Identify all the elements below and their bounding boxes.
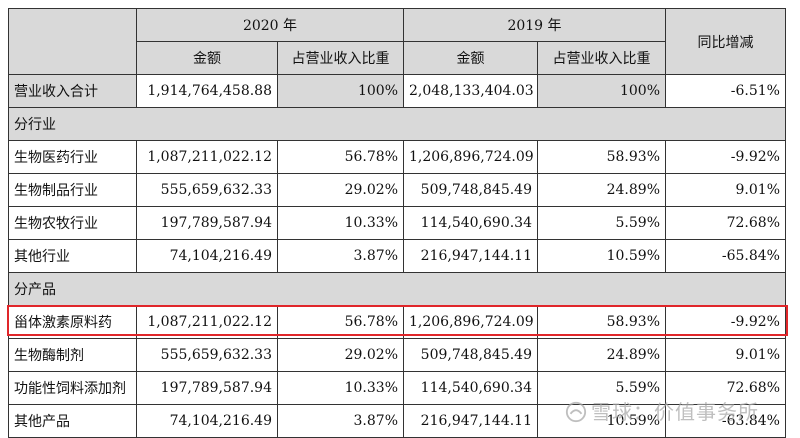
amount-2019-cell: 114,540,690.34: [403, 206, 538, 240]
ratio-2019-cell: 58.93%: [537, 305, 666, 339]
yoy-cell: 9.01%: [665, 338, 786, 372]
yoy-cell: -65.84%: [665, 239, 786, 273]
product-row: 功能性饲料添加剂 197,789,587.94 10.33% 114,540,690.…: [8, 371, 786, 405]
revenue-table: 2020 年 2019 年 同比增减 金额 占营业收入比重 金额 占营业收入比重…: [8, 8, 786, 438]
header-yoy: 同比增减: [665, 8, 786, 75]
header-ratio-2020: 占营业收入比重: [277, 41, 404, 75]
product-rows: 甾体激素原料药 1,087,211,022.12 56.78% 1,206,896,7…: [8, 305, 786, 438]
row-label: 生物制品行业: [8, 173, 137, 207]
amount-2020-cell: 1,087,211,022.12: [136, 140, 278, 174]
row-label: 其他行业: [8, 239, 137, 273]
industry-rows: 生物医药行业 1,087,211,022.12 56.78% 1,206,896,72…: [8, 140, 786, 273]
amount-2019-cell: 216,947,144.11: [403, 404, 538, 438]
header-year-2020: 2020 年: [136, 8, 404, 42]
amount-2019-cell: 1,206,896,724.09: [403, 305, 538, 339]
header-amount-2019: 金额: [403, 41, 538, 75]
section-row-product: 分产品: [8, 272, 786, 306]
row-label: 功能性饲料添加剂: [8, 371, 137, 405]
amount-2019-cell: 114,540,690.34: [403, 371, 538, 405]
total-amount-2020: 1,914,764,458.88: [136, 74, 278, 108]
ratio-2019-cell: 24.89%: [537, 338, 666, 372]
amount-2020-cell: 197,789,587.94: [136, 371, 278, 405]
amount-2020-cell: 74,104,216.49: [136, 239, 278, 273]
total-ratio-2019: 100%: [537, 74, 666, 108]
industry-row: 生物制品行业 555,659,632.33 29.02% 509,748,845.49…: [8, 173, 786, 207]
corner-header-cell: [8, 8, 137, 75]
ratio-2020-cell: 10.33%: [277, 371, 404, 405]
ratio-2019-cell: 24.89%: [537, 173, 666, 207]
ratio-2020-cell: 56.78%: [277, 305, 404, 339]
ratio-2020-cell: 29.02%: [277, 173, 404, 207]
ratio-2019-cell: 10.59%: [537, 239, 666, 273]
ratio-2019-cell: 58.93%: [537, 140, 666, 174]
revenue-table-container: 2020 年 2019 年 同比增减 金额 占营业收入比重 金额 占营业收入比重…: [8, 8, 786, 438]
amount-2020-cell: 74,104,216.49: [136, 404, 278, 438]
section-label-product: 分产品: [8, 272, 786, 306]
amount-2019-cell: 1,206,896,724.09: [403, 140, 538, 174]
yoy-cell: 72.68%: [665, 206, 786, 240]
snowball-logo-icon: [565, 401, 587, 423]
amount-2020-cell: 555,659,632.33: [136, 173, 278, 207]
total-label: 营业收入合计: [8, 74, 137, 108]
total-yoy: -6.51%: [665, 74, 786, 108]
yoy-cell: 9.01%: [665, 173, 786, 207]
header-year-2019: 2019 年: [403, 8, 666, 42]
total-ratio-2020: 100%: [277, 74, 404, 108]
row-label: 生物医药行业: [8, 140, 137, 174]
ratio-2020-cell: 3.87%: [277, 404, 404, 438]
yoy-cell: -9.92%: [665, 140, 786, 174]
ratio-2020-cell: 29.02%: [277, 338, 404, 372]
amount-2020-cell: 555,659,632.33: [136, 338, 278, 372]
product-row: 生物酶制剂 555,659,632.33 29.02% 509,748,845.49 2…: [8, 338, 786, 372]
ratio-2020-cell: 10.33%: [277, 206, 404, 240]
header-ratio-2019: 占营业收入比重: [537, 41, 666, 75]
ratio-2019-cell: 5.59%: [537, 206, 666, 240]
section-row-industry: 分行业: [8, 107, 786, 141]
yoy-cell: -9.92%: [665, 305, 786, 339]
yoy-cell: -63.84%: [665, 404, 786, 438]
row-label: 生物农牧行业: [8, 206, 137, 240]
section-label-industry: 分行业: [8, 107, 786, 141]
row-label: 其他产品: [8, 404, 137, 438]
industry-row: 生物农牧行业 197,789,587.94 10.33% 114,540,690.34…: [8, 206, 786, 240]
total-row: 营业收入合计 1,914,764,458.88 100% 2,048,133,4…: [8, 74, 786, 108]
row-label: 甾体激素原料药: [8, 305, 137, 339]
watermark-text: 雪球：价值事务所: [591, 400, 759, 424]
amount-2019-cell: 216,947,144.11: [403, 239, 538, 273]
watermark: 雪球：价值事务所: [565, 396, 759, 425]
amount-2020-cell: 197,789,587.94: [136, 206, 278, 240]
amount-2019-cell: 509,748,845.49: [403, 338, 538, 372]
amount-2020-cell: 1,087,211,022.12: [136, 305, 278, 339]
ratio-2020-cell: 56.78%: [277, 140, 404, 174]
product-row: 其他产品 74,104,216.49 3.87% 216,947,144.11 10.5…: [8, 404, 786, 438]
industry-row: 生物医药行业 1,087,211,022.12 56.78% 1,206,896,72…: [8, 140, 786, 174]
industry-row: 其他行业 74,104,216.49 3.87% 216,947,144.11 10.5…: [8, 239, 786, 273]
ratio-2020-cell: 3.87%: [277, 239, 404, 273]
product-row: 甾体激素原料药 1,087,211,022.12 56.78% 1,206,896,7…: [8, 305, 786, 339]
header-amount-2020: 金额: [136, 41, 278, 75]
total-amount-2019: 2,048,133,404.03: [403, 74, 538, 108]
amount-2019-cell: 509,748,845.49: [403, 173, 538, 207]
ratio-2019-cell: 5.59%: [537, 371, 666, 405]
row-label: 生物酶制剂: [8, 338, 137, 372]
